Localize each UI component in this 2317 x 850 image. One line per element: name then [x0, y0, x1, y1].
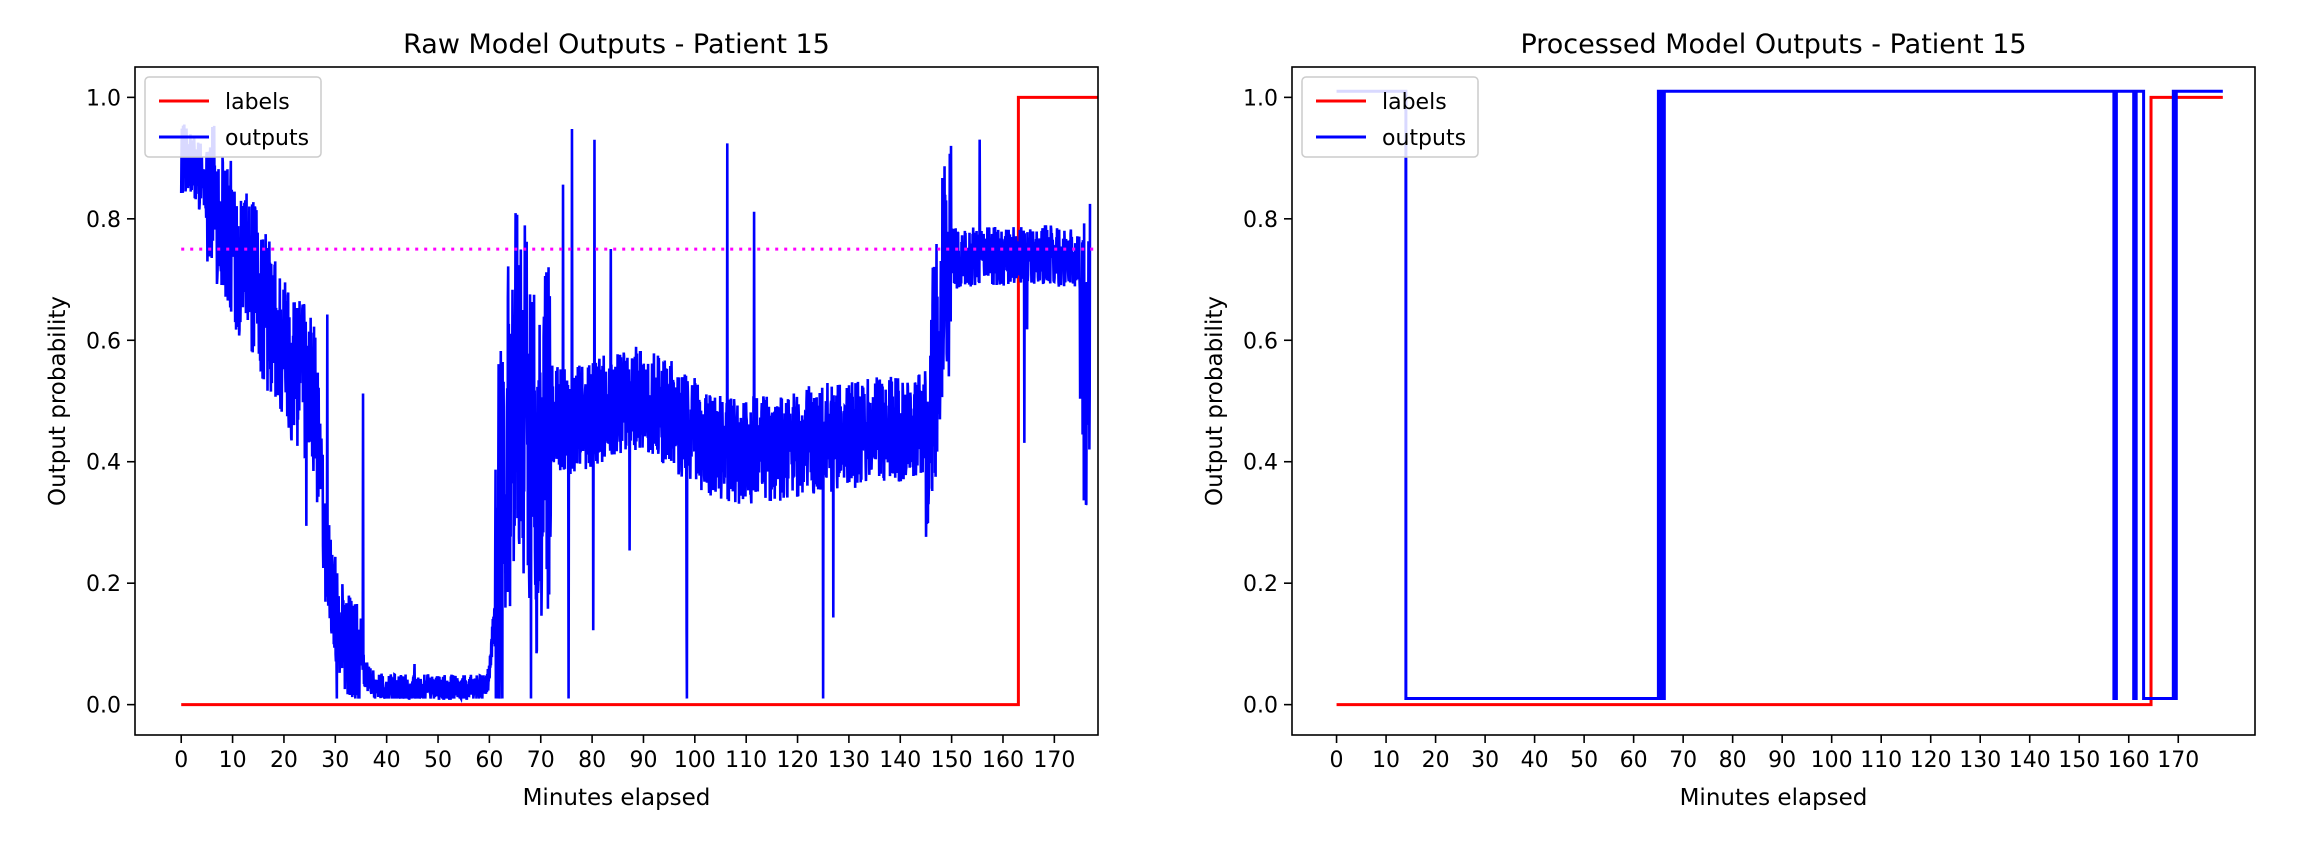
x-tick-label: 170 — [2157, 748, 2199, 773]
x-tick-label: 40 — [373, 748, 401, 773]
x-axis-label: Minutes elapsed — [523, 785, 711, 811]
y-tick-label: 1.0 — [1243, 86, 1278, 111]
y-tick-label: 0.8 — [86, 208, 121, 233]
x-tick-label: 0 — [1330, 748, 1344, 773]
x-tick-label: 140 — [879, 748, 921, 773]
x-tick-label: 70 — [527, 748, 555, 773]
x-tick-label: 120 — [777, 748, 819, 773]
x-tick-label: 170 — [1033, 748, 1075, 773]
y-axis-label: Output probability — [1202, 296, 1228, 506]
y-tick-label: 1.0 — [86, 86, 121, 111]
x-tick-label: 40 — [1521, 748, 1549, 773]
y-tick-label: 0.6 — [1243, 329, 1278, 354]
legend-entry: labels — [225, 90, 290, 115]
chart-title: Raw Model Outputs - Patient 15 — [403, 29, 830, 60]
y-tick-label: 0.8 — [1243, 208, 1278, 233]
x-tick-label: 90 — [629, 748, 657, 773]
x-tick-label: 30 — [1471, 748, 1499, 773]
x-tick-label: 80 — [578, 748, 606, 773]
x-tick-label: 110 — [1860, 748, 1902, 773]
x-tick-label: 10 — [1372, 748, 1400, 773]
legend-entry: outputs — [225, 126, 309, 151]
x-axis-label: Minutes elapsed — [1680, 785, 1868, 811]
series-line-labels — [1336, 95, 2223, 707]
y-tick-label: 0.4 — [1243, 451, 1278, 476]
x-tick-label: 160 — [982, 748, 1024, 773]
x-tick-label: 60 — [1620, 748, 1648, 773]
x-tick-label: 90 — [1768, 748, 1796, 773]
x-tick-label: 130 — [1959, 748, 2001, 773]
x-tick-label: 20 — [270, 748, 298, 773]
x-tick-label: 130 — [828, 748, 870, 773]
y-tick-label: 0.0 — [1243, 694, 1278, 719]
plot-area — [1336, 89, 2223, 707]
axes-frame — [134, 66, 1099, 736]
x-tick-label: 50 — [424, 748, 452, 773]
x-tick-label: 20 — [1422, 748, 1450, 773]
x-tick-label: 60 — [475, 748, 503, 773]
x-tick-label: 150 — [931, 748, 973, 773]
x-tick-label: 110 — [725, 748, 767, 773]
x-tick-label: 30 — [321, 748, 349, 773]
x-tick-label: 10 — [219, 748, 247, 773]
legend: labels outputs — [144, 76, 322, 158]
chart-title: Processed Model Outputs - Patient 15 — [1520, 29, 2026, 60]
series-line-outputs — [179, 124, 1092, 704]
x-tick-label: 50 — [1570, 748, 1598, 773]
y-axis-label: Output probability — [45, 296, 71, 506]
chart-processed-outputs: Processed Model Outputs - Patient 15 0 10 2… — [1202, 29, 2256, 811]
axes-frame — [1291, 66, 2256, 736]
y-tick-label: 0.0 — [86, 694, 121, 719]
y-tick-label: 0.4 — [86, 451, 121, 476]
x-tick-label: 0 — [174, 748, 188, 773]
chart-raw-outputs: Raw Model Outputs - Patient 15 0 10 20 30 40 5… — [45, 29, 1099, 811]
y-tick-label: 0.2 — [86, 572, 121, 597]
x-tick-label: 120 — [1910, 748, 1952, 773]
y-tick-label: 0.6 — [86, 329, 121, 354]
plot-area — [179, 95, 1098, 707]
series-line-outputs — [1336, 89, 2223, 701]
legend: labels outputs — [1301, 76, 1479, 158]
legend-entry: labels — [1382, 90, 1447, 115]
x-tick-label: 80 — [1719, 748, 1747, 773]
x-tick-label: 160 — [2108, 748, 2150, 773]
legend-entry: outputs — [1382, 126, 1466, 151]
x-tick-label: 70 — [1669, 748, 1697, 773]
x-tick-label: 100 — [1811, 748, 1853, 773]
x-tick-label: 140 — [2009, 748, 2051, 773]
x-tick-label: 100 — [674, 748, 716, 773]
y-tick-label: 0.2 — [1243, 572, 1278, 597]
x-tick-label: 150 — [2058, 748, 2100, 773]
series-line-labels — [181, 95, 1098, 707]
